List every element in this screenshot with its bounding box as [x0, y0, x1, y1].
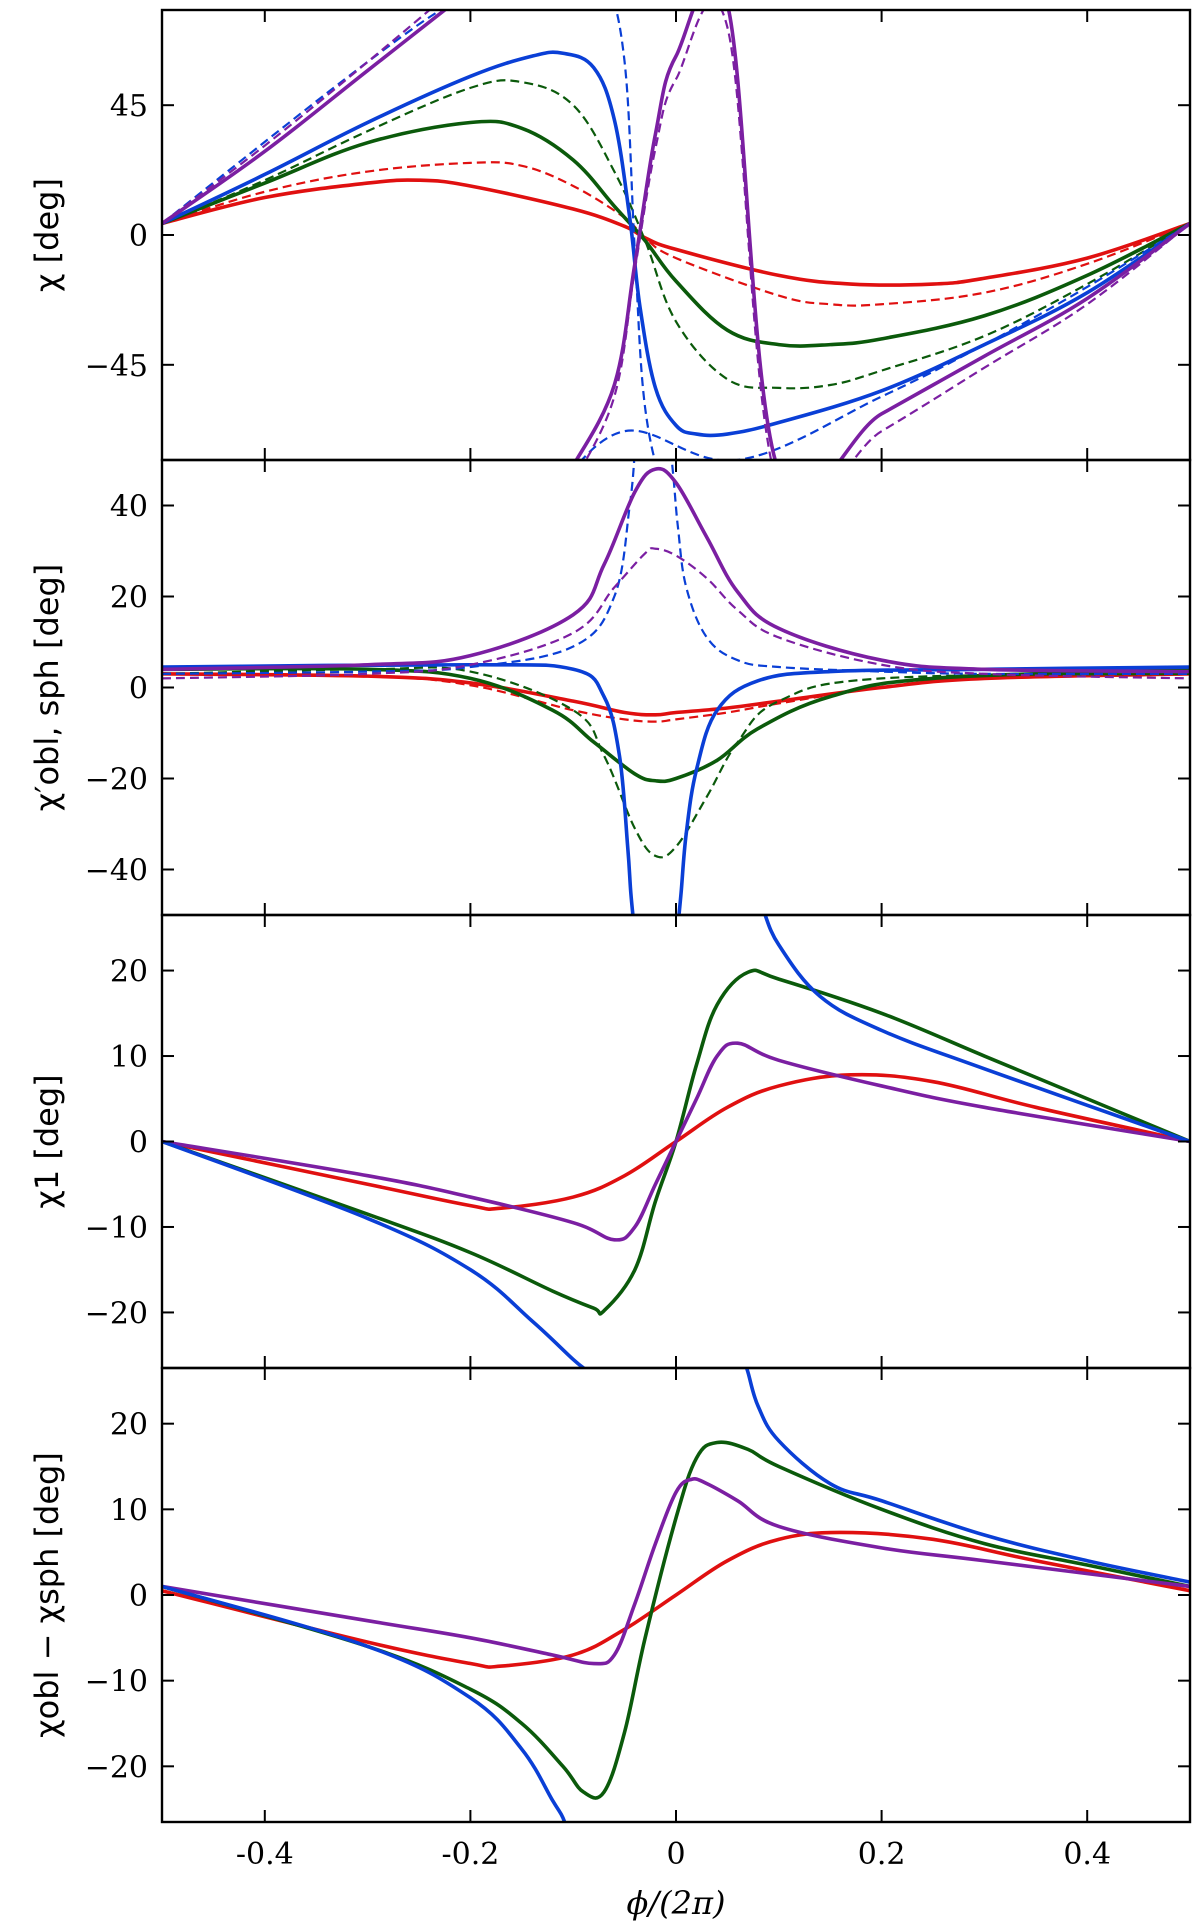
series-line-red-solid — [162, 178, 1190, 287]
series-line-blue-left — [162, 1139, 587, 1368]
series-line-green-solid — [162, 119, 1190, 348]
series-line-red — [162, 1530, 1190, 1669]
y-tick-label: 20 — [110, 1408, 148, 1443]
series-line-green-solid — [162, 666, 1190, 784]
series-group — [162, 10, 1190, 460]
series-line-green — [162, 1440, 1190, 1800]
panel-third: 20 10 0 −10 −20 χ1 [deg] — [28, 913, 1192, 1370]
y-tick-label: 0 — [129, 672, 148, 707]
y-tick-label: −20 — [85, 1296, 148, 1331]
y-tick-label: 40 — [110, 490, 148, 525]
y-tick-label: 0 — [129, 1126, 148, 1161]
x-axis-label: ϕ/(2π) — [627, 1884, 726, 1922]
y-tick-label: 20 — [110, 581, 148, 616]
series-line-purple-solid — [162, 466, 1190, 674]
series-line-purple-solid — [162, 10, 448, 225]
series-line-blue-dashed — [162, 10, 656, 460]
series-line-purple-dashed — [162, 10, 432, 225]
series-group — [162, 1368, 1190, 1822]
y-tick-label: 10 — [110, 1493, 148, 1528]
y-tick-label: −20 — [85, 763, 148, 798]
y-tick-label: −40 — [85, 854, 148, 889]
y-axis-label: χ [deg] — [28, 178, 66, 292]
series-line-purple — [162, 1477, 1190, 1666]
series-group — [162, 915, 1190, 1368]
series-line-green-dashed — [162, 666, 1190, 859]
series-group — [162, 460, 1190, 915]
y-axis-label: χ′obl, sph [deg] — [28, 564, 66, 812]
y-axis-label: χobl − χsph [deg] — [28, 1452, 66, 1738]
panel-top: 45 0 −45 χ [deg] — [28, 8, 1192, 462]
series-line-blue-dashed — [162, 460, 636, 675]
x-tick-label: 0.2 — [858, 1837, 906, 1872]
series-line-red-solid — [162, 672, 1190, 717]
series-line-blue-solid — [162, 50, 1190, 438]
x-tick-label: -0.4 — [236, 1837, 294, 1872]
y-axis-label: χ1 [deg] — [28, 1074, 66, 1208]
y-tick-label: −45 — [85, 349, 148, 384]
series-line-blue-right — [763, 915, 1190, 1144]
series-line-red-dashed — [162, 161, 1190, 307]
series-line-blue-right — [744, 1368, 1190, 1584]
series-line-purple-solid — [574, 10, 1190, 460]
series-line-blue-dashed-tail — [580, 222, 1190, 460]
series-line-purple-dashed — [584, 10, 1190, 460]
y-tick-label: 0 — [129, 219, 148, 254]
y-tick-label: 10 — [110, 1040, 148, 1075]
y-tick-label: −20 — [85, 1750, 148, 1785]
series-line-purple — [162, 1041, 1190, 1242]
x-tick-label: 0.4 — [1063, 1837, 1111, 1872]
plot-frame — [160, 458, 1192, 917]
series-line-green-dashed — [162, 79, 1190, 390]
series-line-blue-dashed-right — [670, 460, 1190, 676]
x-tick-label: -0.2 — [441, 1837, 499, 1872]
series-line-blue-left — [162, 1584, 567, 1822]
series-line-red-dashed — [162, 672, 1190, 723]
y-tick-label: 45 — [110, 89, 148, 124]
y-tick-label: −10 — [85, 1211, 148, 1246]
panel-bottom: 20 10 0 −10 −20 χobl − χsph [deg] -0.4 -0.2 0 0.2… — [28, 1366, 1192, 1922]
series-line-purple-dashed — [162, 547, 1190, 680]
panel-second: 40 20 0 −20 −40 χ′obl, sph [deg] — [28, 458, 1192, 917]
y-tick-label: 0 — [129, 1579, 148, 1614]
x-tick-label: 0 — [666, 1837, 685, 1872]
y-tick-label: 20 — [110, 955, 148, 990]
y-tick-label: −10 — [85, 1665, 148, 1700]
